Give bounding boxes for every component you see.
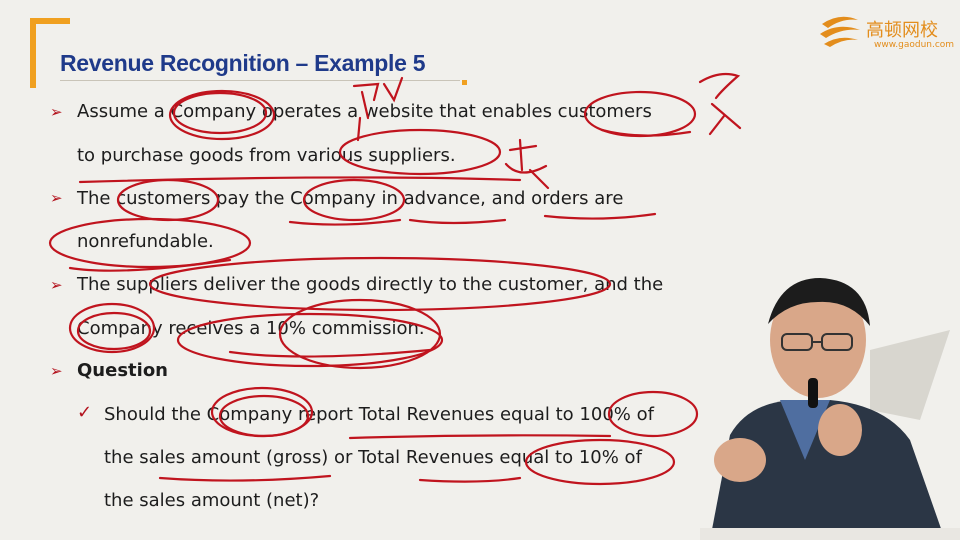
bullet-1-line-2: to purchase goods from various suppliers… bbox=[77, 145, 456, 166]
presenter-video bbox=[700, 278, 960, 540]
slide-title: Revenue Recognition – Example 5 bbox=[60, 50, 426, 76]
title-underline bbox=[60, 80, 460, 81]
sub-bullet-line-1: Should the Company report Total Revenues… bbox=[104, 404, 654, 425]
sub-bullet-line-2: the sales amount (gross) or Total Revenu… bbox=[104, 447, 642, 468]
bullet-arrow-icon: ➢ bbox=[50, 276, 63, 294]
title-dot bbox=[462, 80, 467, 85]
bullet-arrow-icon: ➢ bbox=[50, 189, 63, 207]
title-bracket-horizontal bbox=[30, 18, 70, 24]
checkmark-icon: ✓ bbox=[77, 402, 93, 423]
bullet-1-line-1: Assume a Company operates a website that… bbox=[77, 101, 652, 122]
title-bracket-vertical bbox=[30, 18, 36, 88]
bullet-arrow-icon: ➢ bbox=[50, 362, 63, 380]
logo-name: 高顿网校 bbox=[866, 20, 938, 41]
bullet-3-line-2: Company receives a 10% commission. bbox=[77, 318, 425, 339]
bullet-arrow-icon: ➢ bbox=[50, 103, 63, 121]
bullet-3-line-1: The suppliers deliver the goods directly… bbox=[77, 274, 664, 295]
gaodun-logo: 高顿网校 www.gaodun.com bbox=[818, 8, 954, 52]
sub-bullet-line-3: the sales amount (net)? bbox=[104, 490, 320, 511]
question-heading: Question bbox=[77, 360, 168, 381]
gaodun-logo-icon bbox=[820, 16, 860, 47]
bullet-2-line-2: nonrefundable. bbox=[77, 231, 214, 252]
bullet-2-line-1: The customers pay the Company in advance… bbox=[77, 188, 624, 209]
logo-url: www.gaodun.com bbox=[874, 40, 955, 50]
